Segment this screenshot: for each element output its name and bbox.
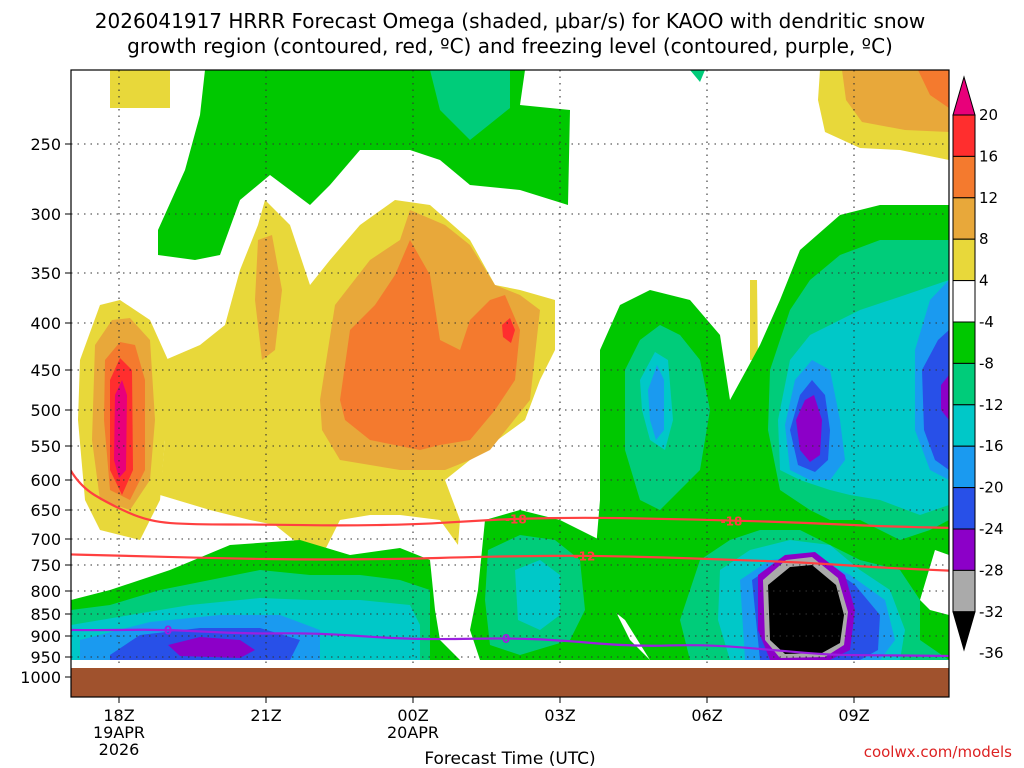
omega-region-low-right-black-core	[768, 565, 844, 654]
y-tick-label: 800	[30, 582, 61, 601]
x-tick-label: 03Z	[544, 706, 575, 725]
x-tick-sublabel: 19APR	[93, 723, 145, 742]
colorbar-bin	[952, 404, 976, 447]
y-tick-label: 350	[30, 264, 61, 283]
x-tick-label: 18Z	[103, 706, 134, 725]
colorbar-bin	[952, 362, 976, 406]
y-tick-label: 1000	[20, 668, 61, 687]
colorbar-bin	[952, 569, 976, 613]
colorbar: 20 16 12 8 4 -4 -8 -12 -16 -20 -24 -28 -32 -36	[952, 75, 1004, 662]
colorbar-label: -28	[979, 561, 1004, 579]
omega-region-upper-seagreen	[430, 70, 510, 140]
contour-dgz_minus18	[71, 468, 949, 530]
chart-title-line-1: 2026041917 HRRR Forecast Omega (shaded, …	[95, 9, 925, 33]
omega-region-low-purple-left	[168, 637, 255, 658]
colorbar-label: -4	[979, 313, 994, 331]
y-tick-label: 550	[30, 437, 61, 456]
omega-region-low-cyan-middle	[515, 560, 560, 630]
colorbar-label: -36	[979, 644, 1004, 662]
omega-region-right-purple	[796, 395, 822, 462]
x-tick-label: 00Z	[397, 706, 428, 725]
contour-label: 0	[502, 632, 510, 646]
y-tick-label: 400	[30, 314, 61, 333]
contour-label: -18	[721, 514, 743, 528]
grid-lines	[71, 70, 949, 697]
omega-region-central-orange	[340, 240, 520, 450]
omega-region-far-right-blue	[922, 330, 949, 470]
colorbar-label: 16	[979, 147, 998, 165]
ground-surface	[71, 668, 949, 697]
x-tick-label: 09Z	[838, 706, 869, 725]
contour-freezing_level_0	[71, 628, 949, 658]
omega-region-left-magenta-core	[114, 380, 127, 478]
x-tick-sublabel: 20APR	[387, 723, 439, 742]
omega-region-small-gold	[255, 235, 282, 360]
omega-region-top-right-gold	[842, 70, 949, 132]
y-tick-label: 250	[30, 135, 61, 154]
y-tick-label: 650	[30, 501, 61, 520]
y-tick-label: 300	[30, 205, 61, 224]
colorbar-label: -32	[979, 603, 1004, 621]
omega-region-small-red	[502, 318, 515, 343]
omega-region-seagreen-thin	[690, 70, 705, 82]
colorbar-label: 8	[979, 230, 989, 248]
y-tick-label: 900	[30, 627, 61, 646]
colorbar-bin	[952, 321, 976, 364]
colorbar-label: 12	[979, 189, 998, 207]
y-tick-label: 450	[30, 361, 61, 380]
x-tick-label: 21Z	[250, 706, 281, 725]
colorbar-cap-top	[952, 75, 976, 116]
y-axis: 250 300 350 400 450 500 550 600 650 700 750 800 850 9…	[20, 135, 71, 687]
x-tick-sublabel: 2026	[99, 740, 140, 759]
colorbar-label: -24	[979, 520, 1004, 538]
y-tick-label: 850	[30, 605, 61, 624]
contour-dgz_minus12	[71, 553, 949, 572]
colorbar-bin	[952, 528, 976, 571]
colorbar-bin	[952, 114, 976, 157]
colorbar-bin	[952, 155, 976, 199]
y-tick-label: 950	[30, 648, 61, 667]
colorbar-bin	[952, 238, 976, 282]
omega-region-far-right-purple	[941, 375, 949, 420]
omega-shading	[71, 70, 949, 660]
chart-title-line-2: growth region (contoured, red, ºC) and f…	[127, 34, 893, 58]
contour-lines: -18 -18 -12 0 0	[71, 468, 949, 658]
contour-label: -12	[574, 550, 596, 564]
colorbar-bin	[952, 197, 976, 240]
colorbar-bin	[952, 445, 976, 489]
colorbar-label: -12	[979, 396, 1004, 414]
x-axis-label: Forecast Time (UTC)	[424, 749, 595, 768]
y-tick-label: 600	[30, 471, 61, 490]
omega-region-top-left-yellow	[110, 70, 170, 108]
colorbar-label: -16	[979, 437, 1004, 455]
colorbar-bin	[952, 487, 976, 530]
colorbar-label: -20	[979, 479, 1004, 497]
y-tick-label: 700	[30, 530, 61, 549]
colorbar-cap-bottom	[952, 611, 976, 652]
colorbar-label: 20	[979, 106, 998, 124]
omega-region-top-right-orange	[918, 70, 949, 108]
contour-label: 0	[164, 623, 172, 637]
omega-region-right-yellow-spike	[750, 280, 758, 360]
contour-label: -18	[505, 513, 527, 527]
plot-frame	[70, 69, 950, 698]
colorbar-bin	[952, 280, 976, 323]
x-tick-label: 06Z	[691, 706, 722, 725]
credit-text: coolwx.com/models	[864, 743, 1012, 761]
colorbar-label: -8	[979, 354, 994, 372]
y-tick-label: 750	[30, 556, 61, 575]
colorbar-label: 4	[979, 272, 989, 290]
omega-region-right-lightblue-1	[648, 365, 664, 440]
y-tick-label: 500	[30, 401, 61, 420]
